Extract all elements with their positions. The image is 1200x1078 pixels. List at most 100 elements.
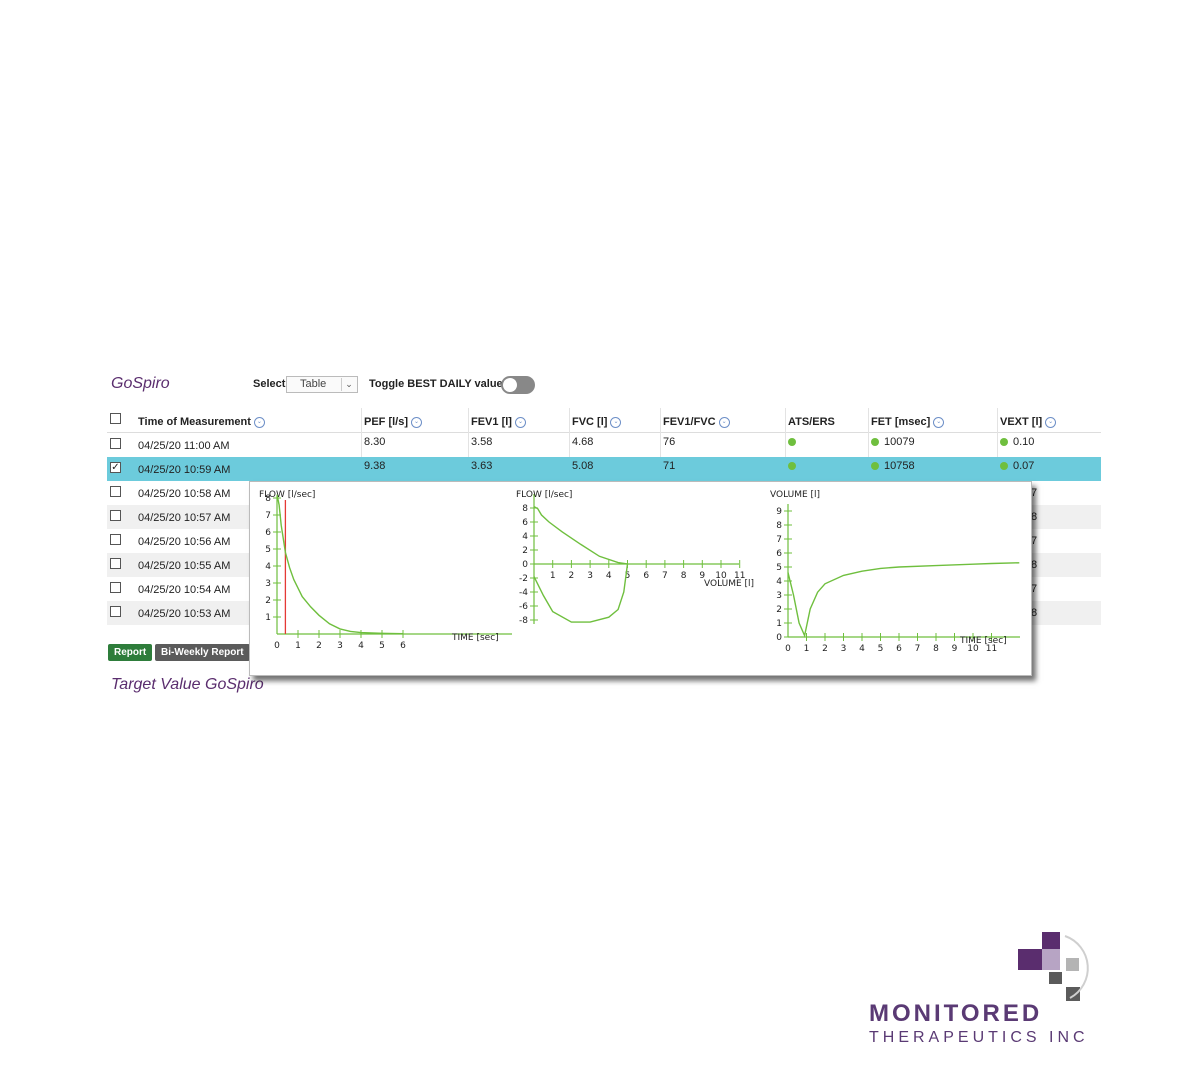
row-tail-value: 7	[1031, 487, 1038, 499]
y-tick-label: 7	[265, 511, 271, 521]
ats-status-dot	[788, 436, 801, 448]
toggle-label: Toggle BEST DAILY values	[369, 378, 509, 390]
row-tail-value: 8	[1031, 607, 1038, 619]
logo-text-monitored: MONITORED	[869, 1000, 1043, 1027]
sort-icon[interactable]: ⌄	[933, 416, 945, 428]
row-fet: 10079	[871, 436, 915, 448]
y-tick-label: 4	[776, 577, 782, 587]
biweekly-report-button[interactable]: Bi-Weekly Report	[155, 644, 250, 661]
y-tick-label: 6	[522, 518, 528, 528]
row-checkbox[interactable]	[110, 582, 121, 593]
x-tick-label: 5	[878, 644, 884, 654]
x-tick-label: 7	[662, 571, 668, 581]
ats-status-dot	[788, 460, 801, 472]
row-checkbox[interactable]	[110, 558, 121, 569]
x-tick-label: 1	[550, 571, 556, 581]
spirometry-curves-popup: 1 2 3 4 5 6 7 8 0 1 2 3 4 5 6 FLOW [l/sec] TIME [sec] 8 6 4…	[249, 481, 1032, 676]
y-tick-label: 3	[776, 591, 782, 601]
row-tail-value: 7	[1031, 583, 1038, 595]
row-pef: 9.38	[364, 460, 386, 472]
col-time[interactable]: Time of Measurement ⌄	[138, 416, 265, 428]
y-tick-label: 8	[522, 504, 528, 514]
sort-icon[interactable]: ⌄	[253, 416, 265, 428]
table-row-selected[interactable]: ✓ 04/25/20 10:59 AM 9.38 3.63 5.08 71 10…	[107, 457, 1101, 481]
y-tick-label: 1	[265, 613, 271, 623]
x-tick-label: 6	[896, 644, 902, 654]
row-tail-value: 7	[1031, 535, 1038, 547]
col-ratio[interactable]: FEV1/FVC ⌄	[663, 416, 730, 428]
row-time: 04/25/20 11:00 AM	[138, 440, 230, 452]
sort-icon[interactable]: ⌄	[610, 416, 622, 428]
x-tick-label: 3	[841, 644, 847, 654]
y-tick-label: -6	[519, 602, 528, 612]
select-label: Select	[253, 378, 286, 390]
col-pef[interactable]: PEF [l/s] ⌄	[364, 416, 423, 428]
y-tick-label: -2	[519, 574, 528, 584]
row-vext: 0.07	[1000, 460, 1034, 472]
x-tick-label: 6	[643, 571, 649, 581]
app-title: GoSpiro	[111, 375, 170, 392]
row-fev1: 3.58	[471, 436, 493, 448]
sort-icon[interactable]: ⌄	[411, 416, 423, 428]
y-tick-label: 2	[265, 596, 271, 606]
x-tick-label: 5	[625, 571, 631, 581]
best-daily-toggle[interactable]	[501, 376, 535, 394]
sort-icon[interactable]: ⌄	[718, 416, 730, 428]
column-divider	[361, 408, 362, 481]
toggle-knob	[503, 378, 517, 392]
col-fvc[interactable]: FVC [l] ⌄	[572, 416, 622, 428]
x-tick-label: 2	[316, 641, 322, 651]
col-vext[interactable]: VEXT [l] ⌄	[1000, 416, 1057, 428]
col-fev1[interactable]: FEV1 [l] ⌄	[471, 416, 526, 428]
x-tick-label: 9	[699, 571, 705, 581]
table-row[interactable]: 04/25/20 11:00 AM 8.30 3.58 4.68 76 1007…	[107, 433, 1101, 457]
select-all-checkbox[interactable]	[110, 413, 121, 424]
logo-text-therapeutics: THERAPEUTICS INC	[869, 1029, 1089, 1046]
table-row[interactable]: 04/25/20 10:54 AM 7	[107, 577, 1101, 601]
column-divider	[468, 408, 469, 481]
y-axis-label: FLOW [l/sec]	[259, 490, 315, 500]
column-divider	[569, 408, 570, 481]
x-tick-label: 4	[606, 571, 612, 581]
y-tick-label: 4	[522, 532, 528, 542]
y-tick-label: 7	[776, 535, 782, 545]
x-axis-label: TIME [sec]	[451, 633, 499, 643]
row-pef: 8.30	[364, 436, 386, 448]
row-checkbox-checked[interactable]: ✓	[110, 462, 121, 473]
row-tail-value: 8	[1031, 511, 1038, 523]
sort-icon[interactable]: ⌄	[1045, 416, 1057, 428]
y-tick-label: 8	[265, 494, 271, 504]
table-row[interactable]: 04/25/20 10:56 AM 7	[107, 529, 1101, 553]
row-checkbox[interactable]	[110, 438, 121, 449]
view-select[interactable]: Table ⌄	[286, 376, 358, 393]
col-ats: ATS/ERS	[788, 416, 835, 428]
y-tick-label: 6	[776, 549, 782, 559]
row-checkbox[interactable]	[110, 534, 121, 545]
status-dot	[871, 438, 879, 447]
y-tick-label: 0	[776, 633, 782, 643]
row-checkbox[interactable]	[110, 486, 121, 497]
y-tick-label: 8	[776, 521, 782, 531]
logo-mark	[1018, 932, 1089, 1001]
column-divider	[785, 408, 786, 481]
y-tick-label: 5	[776, 563, 782, 573]
column-divider	[868, 408, 869, 481]
table-row[interactable]: 04/25/20 10:58 AM 7	[107, 481, 1101, 505]
x-tick-label: 10	[715, 571, 727, 581]
column-divider	[660, 408, 661, 481]
curve-line	[533, 505, 629, 623]
row-fet: 10758	[871, 460, 915, 472]
company-logo: MONITORED THERAPEUTICS INC	[865, 932, 1115, 1047]
row-checkbox[interactable]	[110, 510, 121, 521]
x-tick-label: 9	[952, 644, 958, 654]
status-dot	[871, 462, 879, 471]
x-tick-label: 2	[822, 644, 828, 654]
curve-line	[276, 494, 404, 635]
table-header: Time of Measurement ⌄ PEF [l/s] ⌄ FEV1 [l]…	[107, 408, 1101, 433]
col-fet[interactable]: FET [msec] ⌄	[871, 416, 945, 428]
x-tick-label: 11	[734, 571, 745, 581]
sort-icon[interactable]: ⌄	[514, 416, 526, 428]
row-fev1: 3.63	[471, 460, 493, 472]
row-checkbox[interactable]	[110, 606, 121, 617]
report-button[interactable]: Report	[108, 644, 153, 661]
